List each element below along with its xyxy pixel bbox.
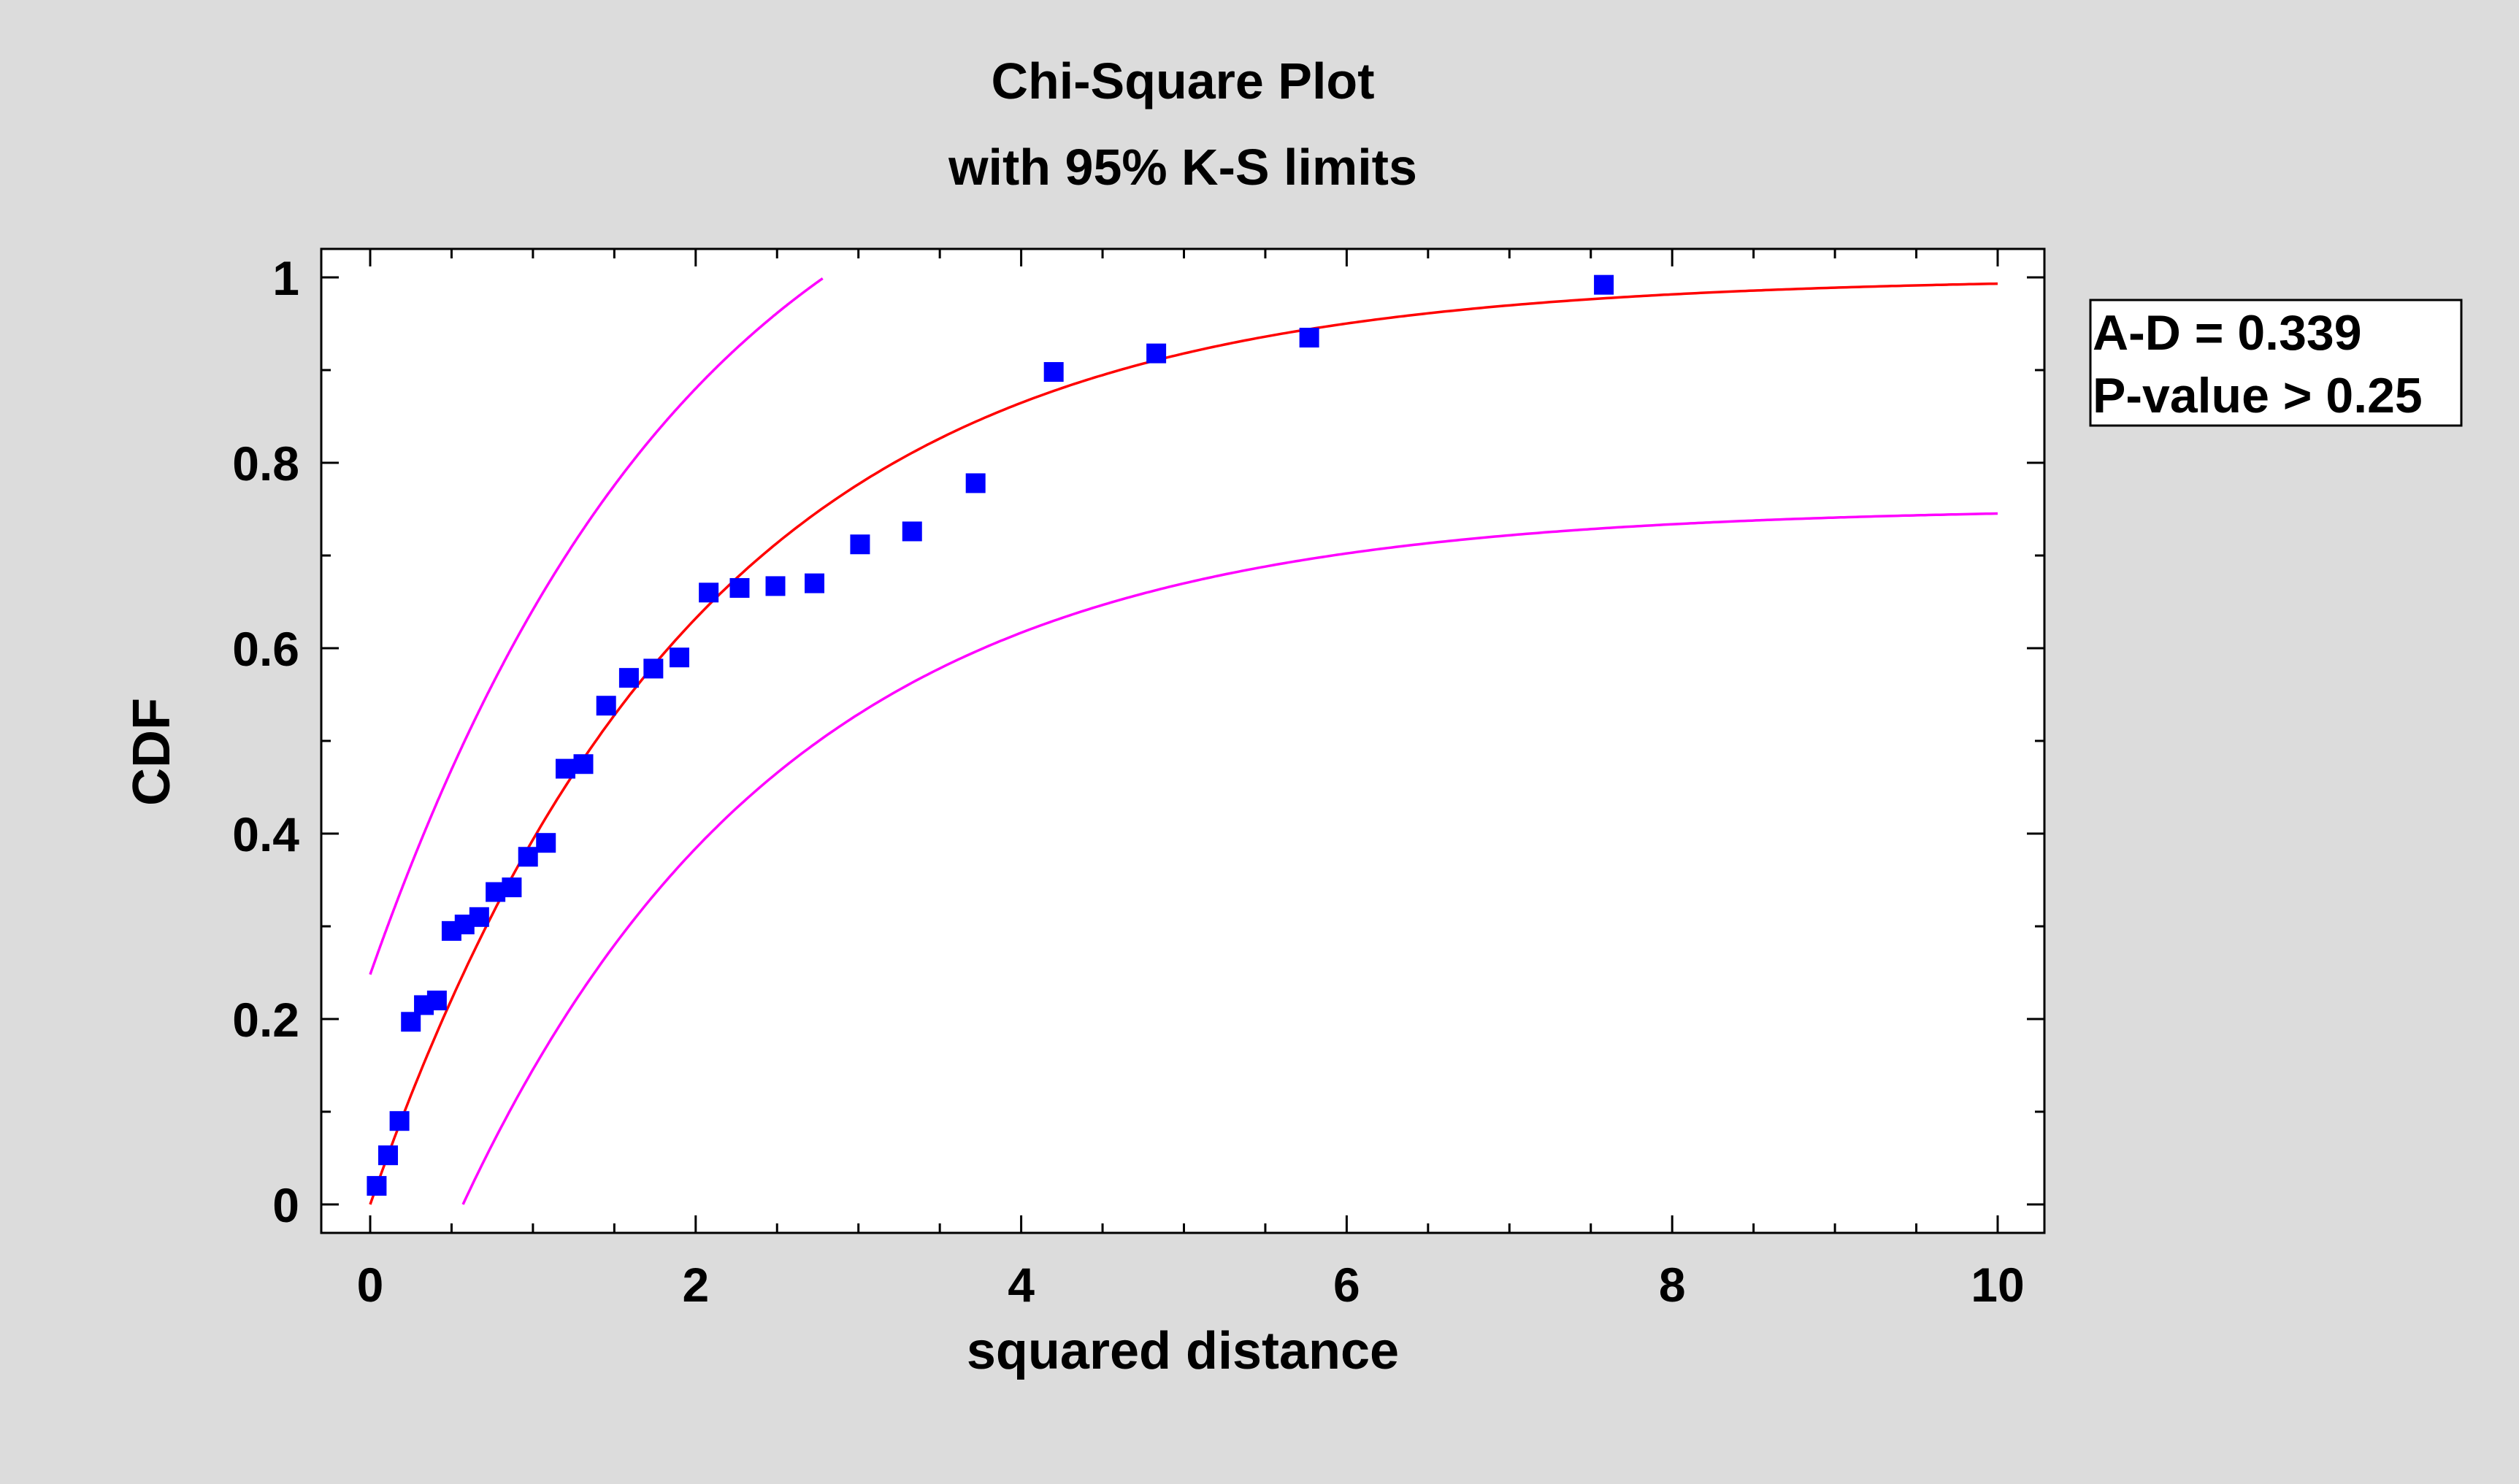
chart-subtitle: with 95% K-S limits bbox=[948, 139, 1417, 196]
y-axis-label: CDF bbox=[123, 698, 181, 806]
data-point bbox=[401, 1012, 421, 1032]
x-tick-label: 10 bbox=[1971, 1258, 2024, 1312]
ad-statistic: A-D = 0.339 bbox=[2093, 305, 2362, 361]
data-point bbox=[805, 573, 825, 593]
upper-ks-limit-curve bbox=[369, 277, 824, 975]
data-point bbox=[902, 521, 922, 542]
stats-box: A-D = 0.339 P-value > 0.25 bbox=[2089, 299, 2463, 427]
plot-area bbox=[320, 247, 2046, 1234]
data-point bbox=[618, 668, 639, 688]
data-point bbox=[765, 576, 786, 596]
y-tick-label: 0.8 bbox=[232, 437, 299, 491]
y-tick-label: 0 bbox=[272, 1178, 299, 1232]
data-point bbox=[670, 647, 690, 668]
axis-ticks bbox=[321, 249, 2044, 1233]
point-layer bbox=[367, 274, 1614, 1196]
data-point bbox=[729, 577, 750, 598]
data-point bbox=[699, 583, 719, 603]
x-tick-label: 4 bbox=[1008, 1258, 1035, 1312]
data-point bbox=[367, 1176, 387, 1196]
stats-box-frame bbox=[2089, 299, 2463, 427]
x-tick-label: 8 bbox=[1659, 1258, 1686, 1312]
y-tick-label: 0.6 bbox=[232, 622, 299, 676]
data-point bbox=[469, 907, 489, 927]
data-point bbox=[596, 696, 616, 716]
data-point bbox=[643, 658, 664, 679]
data-point bbox=[573, 754, 594, 774]
data-point bbox=[378, 1145, 399, 1166]
data-point bbox=[1594, 274, 1614, 295]
data-point bbox=[850, 534, 870, 555]
y-tick-label: 0.2 bbox=[232, 993, 299, 1047]
data-point bbox=[1043, 362, 1064, 382]
data-point bbox=[536, 833, 556, 853]
curve-layer bbox=[369, 277, 1998, 1205]
chart-title: Chi-Square Plot bbox=[991, 53, 1374, 109]
fitted-cdf-curve bbox=[369, 282, 1998, 1205]
x-axis-label: squared distance bbox=[967, 1322, 1399, 1380]
p-value: P-value > 0.25 bbox=[2093, 368, 2423, 423]
tick-label-layer: 0 2 4 6 8 10 0 0.2 0.4 0.6 0.8 1 bbox=[232, 251, 2024, 1312]
data-point bbox=[389, 1111, 410, 1131]
data-point bbox=[1299, 328, 1319, 348]
y-tick-label: 1 bbox=[272, 251, 299, 305]
lower-ks-limit-curve bbox=[461, 512, 1998, 1205]
data-point bbox=[502, 877, 522, 898]
x-tick-label: 0 bbox=[357, 1258, 384, 1312]
y-tick-label: 0.4 bbox=[232, 807, 299, 861]
x-tick-label: 6 bbox=[1333, 1258, 1360, 1312]
data-point bbox=[426, 991, 447, 1011]
x-tick-label: 2 bbox=[682, 1258, 709, 1312]
data-point bbox=[1146, 343, 1167, 364]
data-point bbox=[965, 473, 986, 493]
data-point bbox=[555, 758, 575, 779]
data-point bbox=[518, 847, 538, 867]
